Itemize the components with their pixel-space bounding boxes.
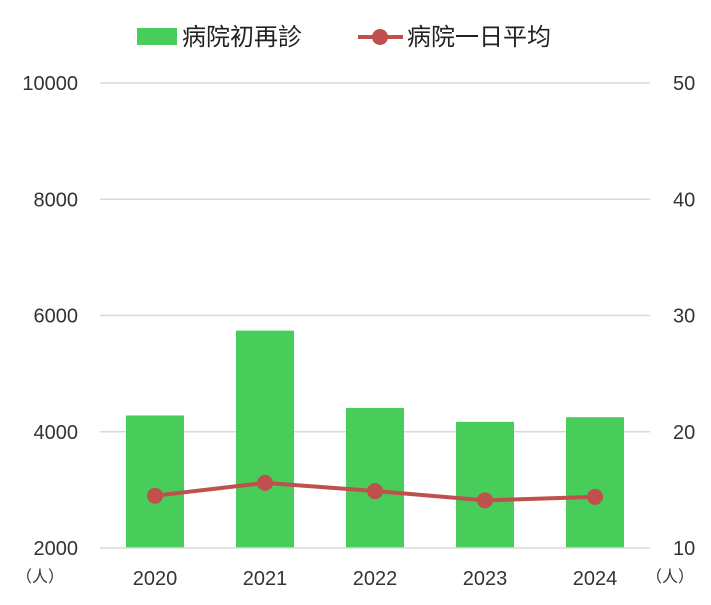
y-right-tick-label: 10	[673, 538, 695, 560]
y-right-tick-label: 40	[673, 189, 695, 211]
bar	[126, 415, 184, 548]
x-tick-label: 2024	[573, 568, 618, 590]
y-left-tick-label: 8000	[34, 189, 79, 211]
line-point	[257, 474, 273, 491]
legend-line-label: 病院一日平均	[407, 23, 551, 51]
bar	[346, 407, 404, 548]
bar-series	[126, 330, 624, 548]
y-left-tick-label: 4000	[34, 422, 79, 444]
legend-bar-swatch	[137, 28, 177, 45]
bar	[566, 417, 624, 548]
y-left-tick-label: 6000	[34, 306, 79, 328]
gridlines	[100, 82, 650, 433]
bar	[236, 330, 294, 548]
y-left-tick-label: 2000	[34, 538, 79, 560]
y-left-tick-label: 10000	[22, 73, 78, 95]
line-point	[477, 492, 493, 509]
axes: 2000 4000 6000 8000 10000 10 20 30 40 50 2020 2021 2…	[22, 73, 695, 590]
y-right-tick-label: 20	[673, 422, 695, 444]
y-right-tick-label: 50	[673, 73, 695, 95]
line-point	[367, 483, 383, 500]
y-right-unit: （人）	[646, 567, 694, 586]
x-tick-label: 2021	[243, 568, 288, 590]
x-tick-label: 2022	[353, 568, 398, 590]
line-point	[147, 487, 163, 504]
legend-bar-label: 病院初再診	[182, 23, 302, 51]
x-tick-label: 2020	[133, 568, 178, 590]
legend: 病院初再診 病院一日平均	[137, 23, 551, 51]
legend-line-marker	[372, 29, 388, 45]
bar	[456, 421, 514, 548]
y-left-unit: （人）	[16, 567, 64, 586]
line-series	[147, 474, 603, 509]
y-right-tick-label: 30	[673, 306, 695, 328]
line-point	[587, 488, 603, 505]
x-tick-label: 2023	[463, 568, 508, 590]
